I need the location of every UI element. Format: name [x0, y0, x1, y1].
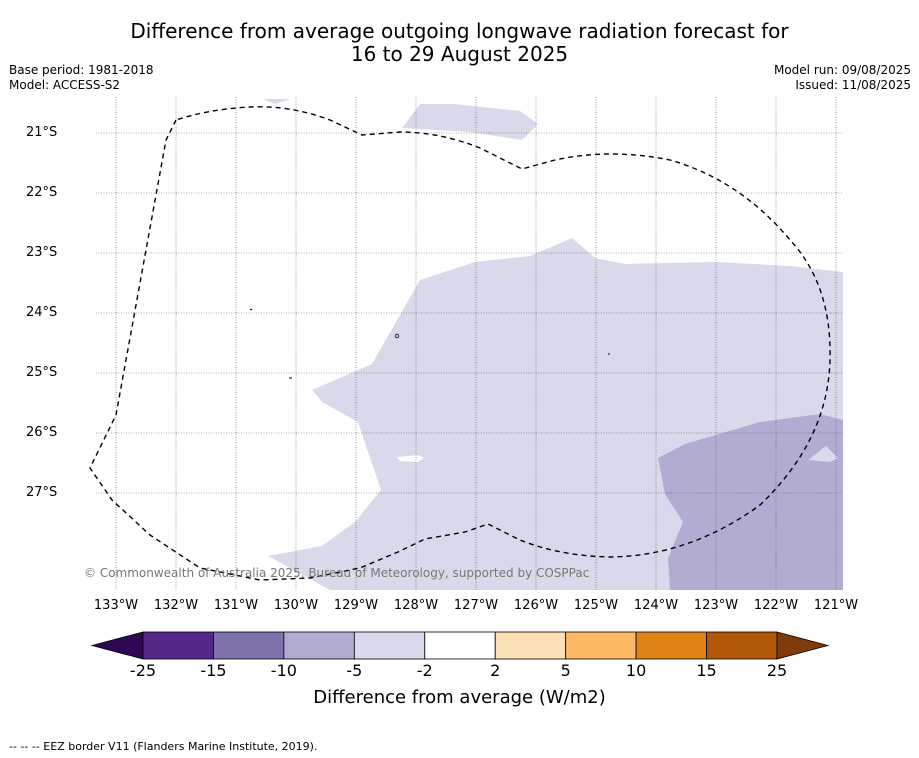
- eez-border: [89, 106, 831, 581]
- island-mark: [394, 333, 400, 339]
- model-run: Model run: 09/08/2025: [773, 63, 911, 77]
- base-period: Base period: 1981-2018: [9, 63, 154, 77]
- region-white-pocket: [397, 455, 424, 462]
- copyright-note: © Commonwealth of Australia 2025, Bureau…: [84, 566, 590, 580]
- longitude-label: 128°W: [393, 598, 439, 613]
- longitude-label: 130°W: [273, 598, 319, 613]
- colorbar-tick-label: 5: [560, 661, 571, 680]
- longitude-label: 131°W: [213, 598, 259, 613]
- longitude-label: 125°W: [573, 598, 619, 613]
- title-line-1: Difference from average outgoing longwav…: [130, 19, 789, 43]
- issued-date: Issued: 11/08/2025: [795, 78, 911, 92]
- latitude-label: 24°S: [26, 305, 58, 320]
- colorbar-tick-label: 10: [625, 661, 647, 680]
- latitude-label: 23°S: [26, 245, 58, 260]
- colorbar-tick-label: -10: [270, 661, 297, 680]
- longitude-label: 133°W: [93, 598, 139, 613]
- latitude-label: 27°S: [26, 485, 58, 500]
- meta-right: Model run: 09/08/2025 Issued: 11/08/2025: [774, 63, 911, 93]
- colorbar-label: Difference from average (W/m2): [313, 687, 606, 708]
- longitude-label: 126°W: [513, 598, 559, 613]
- latitude-label: 25°S: [26, 365, 58, 380]
- colorbar-tick-label: -5: [346, 661, 363, 680]
- island-mark: [249, 308, 253, 311]
- region-medium-anomaly: [658, 414, 843, 590]
- region-top-small-patch: [262, 99, 290, 104]
- longitude-label: 122°W: [753, 598, 799, 613]
- latitude-label: 22°S: [26, 185, 58, 200]
- region-small-white: [808, 446, 838, 462]
- map-area: [89, 97, 843, 590]
- longitude-label: 129°W: [333, 598, 379, 613]
- colorbar-tick-label: -15: [200, 661, 227, 680]
- longitude-label: 123°W: [693, 598, 739, 613]
- model-name: Model: ACCESS-S2: [9, 78, 121, 92]
- colorbar-tick-label: 25: [766, 661, 788, 680]
- colorbar-tick-label: -2: [416, 661, 433, 680]
- colorbar-tick-label: -25: [129, 661, 157, 680]
- title-line-2: 16 to 29 August 2025: [350, 42, 569, 66]
- longitude-label: 124°W: [633, 598, 679, 613]
- longitude-label: 127°W: [453, 598, 499, 613]
- latitude-label: 26°S: [26, 425, 58, 440]
- colorbar-tick-label: 2: [490, 661, 501, 680]
- latitude-label: 21°S: [26, 125, 58, 140]
- grid-lines: [96, 97, 843, 590]
- longitude-label: 132°W: [153, 598, 199, 613]
- region-top-patch: [402, 104, 538, 140]
- eez-legend-footer: -- -- -- EEZ border V11 (Flanders Marine…: [9, 740, 318, 753]
- longitude-label: 121°W: [813, 598, 859, 613]
- colorbar-tick-label: 15: [696, 661, 717, 680]
- meta-left: Base period: 1981-2018 Model: ACCESS-S2: [9, 63, 154, 93]
